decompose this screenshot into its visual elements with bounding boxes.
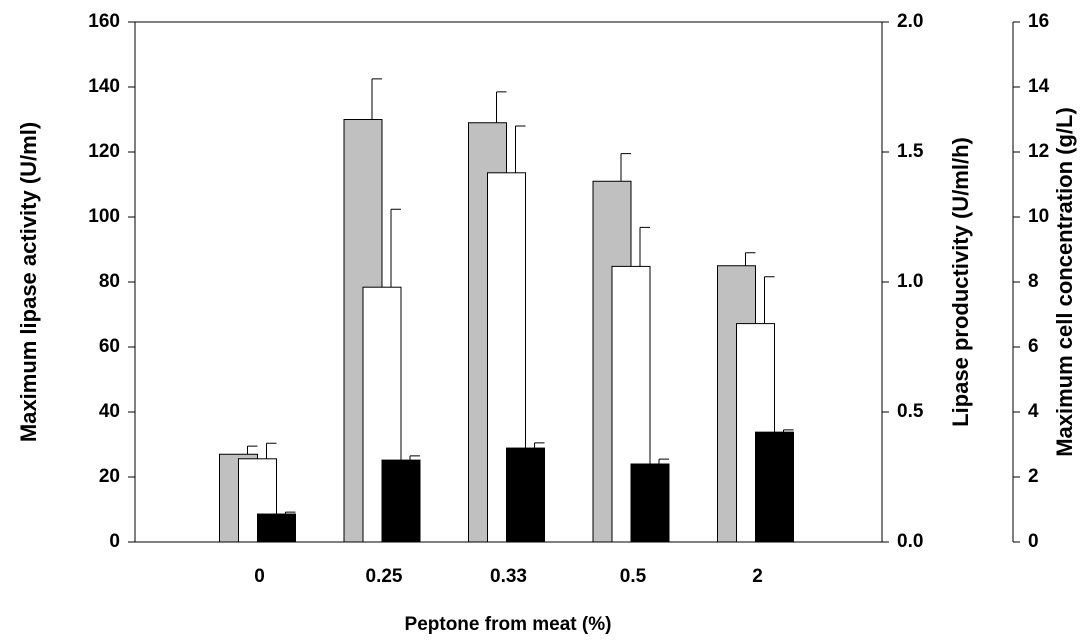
y2-tick-label: 0.0 <box>897 531 923 552</box>
y-axis-title: Maximum lipase activity (U/ml) <box>16 122 41 442</box>
bar <box>755 431 794 543</box>
y3-tick-label: 12 <box>1028 141 1049 162</box>
bar <box>257 513 296 543</box>
x-tick-label: 0.25 <box>366 566 403 587</box>
error-bar <box>247 445 258 455</box>
y-tick-label: 0 <box>109 531 120 552</box>
error-bar <box>496 91 507 123</box>
y3-tick-label: 2 <box>1028 466 1039 487</box>
y3-tick-label: 0 <box>1028 531 1039 552</box>
error-bar <box>515 125 526 173</box>
y3-tick-label: 16 <box>1028 11 1049 32</box>
error-bar <box>639 226 650 267</box>
error-bar <box>783 429 794 433</box>
x-tick-label: 0 <box>254 566 265 587</box>
error-bar <box>534 442 545 449</box>
error-bar <box>371 78 382 120</box>
error-bar <box>285 511 296 515</box>
y2-axis-title: Lipase productivity (U/ml/h) <box>948 137 973 427</box>
y3-tick-label: 4 <box>1028 401 1039 422</box>
y3-tick-label: 10 <box>1028 206 1049 227</box>
y2-tick-label: 1.5 <box>897 141 924 162</box>
x-tick-label: 2 <box>752 566 763 587</box>
error-bar <box>266 442 277 459</box>
y-tick-label: 160 <box>88 11 120 32</box>
bar <box>630 463 670 543</box>
y3-tick-label: 8 <box>1028 271 1039 292</box>
y-tick-label: 140 <box>88 76 120 97</box>
y3-tick-label: 14 <box>1028 76 1050 97</box>
x-tick-label: 0.33 <box>490 566 527 587</box>
bar <box>381 459 421 543</box>
error-bar <box>764 276 775 324</box>
bar <box>506 447 545 543</box>
y3-axis-title: Maximum cell concentration (g/L) <box>1052 107 1077 457</box>
y-tick-label: 80 <box>99 271 120 292</box>
error-bar <box>390 208 401 288</box>
y-tick-label: 120 <box>88 141 120 162</box>
y2-tick-label: 2.0 <box>897 11 923 32</box>
y3-tick-label: 6 <box>1028 336 1039 357</box>
y-tick-label: 100 <box>88 206 120 227</box>
x-tick-label: 0.5 <box>620 566 647 587</box>
error-bar <box>620 153 631 182</box>
error-bar <box>658 458 669 464</box>
error-bar <box>745 252 756 266</box>
x-axis-title: Peptone from meat (%) <box>405 614 612 635</box>
y-tick-label: 60 <box>99 336 120 357</box>
error-bar <box>409 455 420 461</box>
y2-tick-label: 0.5 <box>897 401 924 422</box>
y2-tick-label: 1.0 <box>897 271 923 292</box>
y-tick-label: 40 <box>99 401 120 422</box>
y-tick-label: 20 <box>99 466 120 487</box>
